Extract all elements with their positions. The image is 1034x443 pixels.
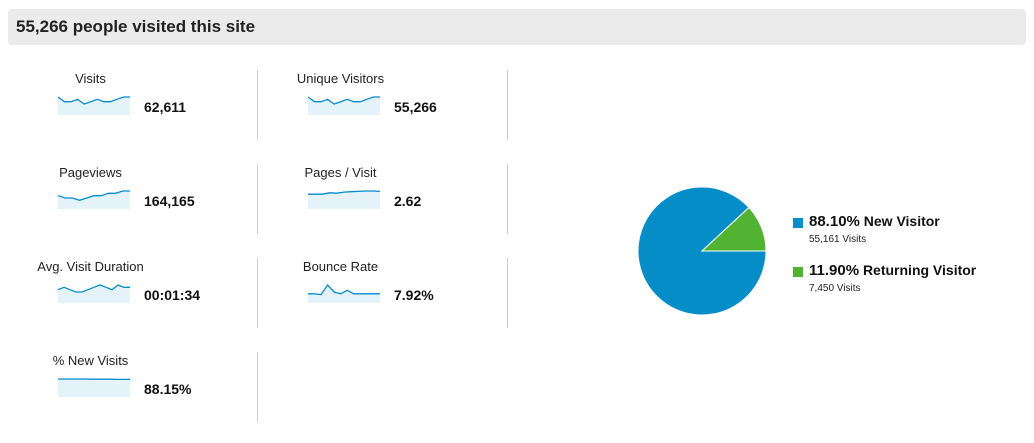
- legend-series-name: New Visitor: [864, 213, 940, 229]
- metric-label: Visits: [8, 71, 173, 86]
- metric-unique-visitors[interactable]: Unique Visitors 55,266: [258, 71, 508, 161]
- sparkline-area: [308, 97, 380, 115]
- metric-pageviews[interactable]: Pageviews 164,165: [8, 165, 258, 255]
- legend-percent: 11.90%: [809, 262, 859, 279]
- legend-label: 11.90% Returning Visitor: [809, 262, 976, 279]
- legend-visits: 55,161 Visits: [809, 234, 866, 245]
- metric-new-visits[interactable]: % New Visits 88.15%: [8, 353, 258, 443]
- header-title: 55,266 people visited this site: [16, 17, 255, 37]
- sparkline: [308, 187, 380, 209]
- metric-value: 7.92%: [394, 287, 434, 303]
- legend-label: 88.10% New Visitor: [809, 213, 940, 230]
- sparkline-area: [58, 379, 130, 397]
- sparkline-area: [58, 191, 130, 209]
- metric-bounce-rate[interactable]: Bounce Rate 7.92%: [258, 259, 508, 349]
- metric-label: % New Visits: [8, 353, 173, 368]
- metric-value: 164,165: [144, 193, 195, 209]
- summary-header: 55,266 people visited this site: [8, 9, 1026, 45]
- sparkline: [58, 281, 130, 303]
- metric-visits[interactable]: Visits 62,611: [8, 71, 258, 161]
- metric-pages-per-visit[interactable]: Pages / Visit 2.62: [258, 165, 508, 255]
- metric-label: Pageviews: [8, 165, 173, 180]
- visitor-type-pie-chart[interactable]: [636, 185, 768, 317]
- legend-visits: 7,450 Visits: [809, 283, 861, 294]
- sparkline: [308, 281, 380, 303]
- metric-value: 55,266: [394, 99, 437, 115]
- metric-value: 62,611: [144, 99, 186, 115]
- sparkline: [308, 93, 380, 115]
- sparkline-area: [58, 97, 130, 115]
- sparkline: [58, 93, 130, 115]
- legend-percent: 88.10%: [809, 213, 860, 230]
- sparkline: [58, 375, 130, 397]
- metric-label: Bounce Rate: [258, 259, 423, 274]
- metric-label: Unique Visitors: [258, 71, 423, 86]
- legend-swatch: [793, 267, 803, 277]
- metric-avg-visit-duration[interactable]: Avg. Visit Duration 00:01:34: [8, 259, 258, 349]
- legend-series-name: Returning Visitor: [863, 262, 976, 278]
- metric-label: Pages / Visit: [258, 165, 423, 180]
- metric-value: 00:01:34: [144, 287, 200, 303]
- sparkline: [58, 187, 130, 209]
- metric-value: 88.15%: [144, 381, 191, 397]
- metric-value: 2.62: [394, 193, 421, 209]
- metric-label: Avg. Visit Duration: [8, 259, 173, 274]
- legend-swatch: [793, 218, 803, 228]
